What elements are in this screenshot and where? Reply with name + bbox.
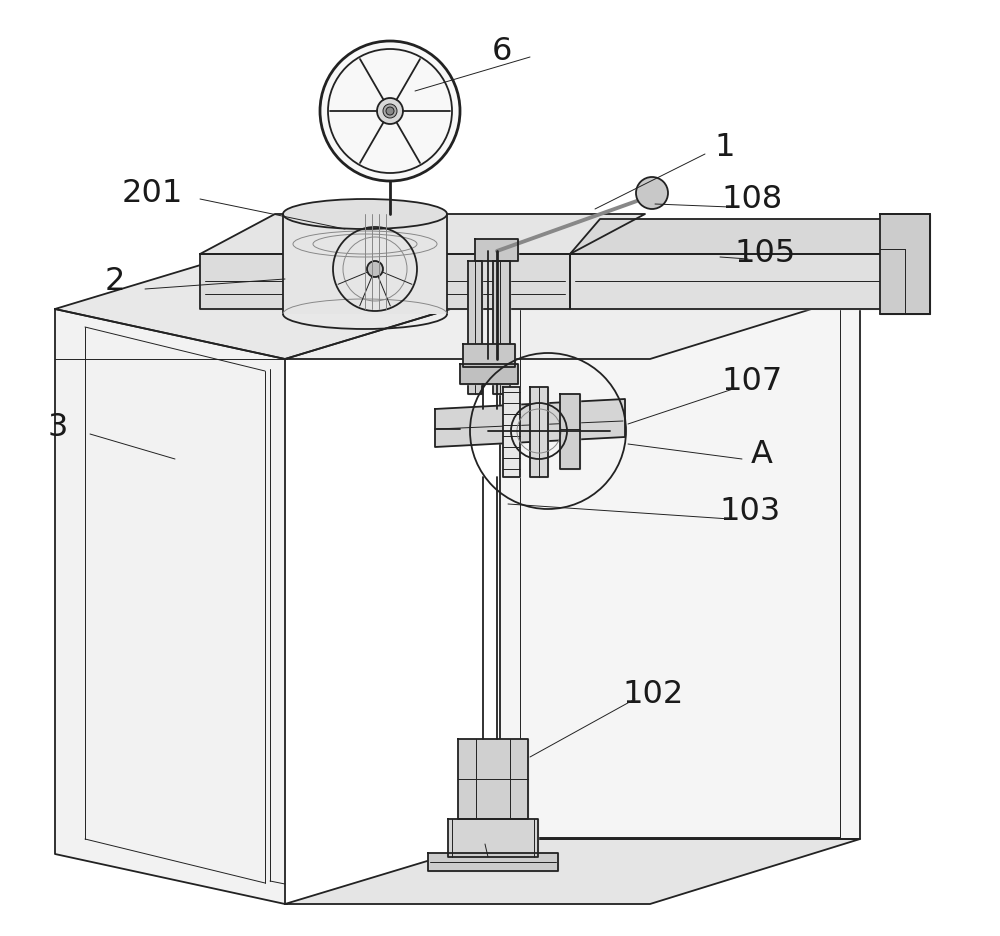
Polygon shape <box>435 400 625 447</box>
Text: 102: 102 <box>622 679 684 709</box>
Polygon shape <box>428 853 558 871</box>
Text: 103: 103 <box>719 496 781 527</box>
Polygon shape <box>880 214 930 314</box>
Circle shape <box>377 99 403 124</box>
Text: 2: 2 <box>105 266 125 298</box>
Circle shape <box>386 108 394 116</box>
Polygon shape <box>55 310 285 904</box>
Polygon shape <box>503 388 520 477</box>
Polygon shape <box>570 220 930 255</box>
Text: 1: 1 <box>715 132 735 163</box>
Circle shape <box>320 42 460 182</box>
Polygon shape <box>200 214 645 255</box>
Polygon shape <box>458 739 528 819</box>
Ellipse shape <box>283 199 447 229</box>
Circle shape <box>383 105 397 119</box>
Polygon shape <box>285 839 860 904</box>
Polygon shape <box>493 262 510 395</box>
Polygon shape <box>285 295 860 359</box>
Circle shape <box>367 262 383 278</box>
Text: A: A <box>751 439 773 470</box>
Text: 105: 105 <box>734 237 796 269</box>
Polygon shape <box>500 295 860 839</box>
Polygon shape <box>570 255 900 310</box>
Text: 108: 108 <box>721 184 783 215</box>
Polygon shape <box>463 344 515 368</box>
Text: 6: 6 <box>492 37 512 67</box>
Polygon shape <box>448 819 538 857</box>
Polygon shape <box>468 262 482 395</box>
Polygon shape <box>55 244 500 359</box>
Text: 107: 107 <box>721 366 783 397</box>
Polygon shape <box>200 255 570 310</box>
Polygon shape <box>560 395 580 470</box>
Text: 201: 201 <box>121 177 183 209</box>
Polygon shape <box>530 388 548 477</box>
Bar <box>283 214 447 314</box>
Polygon shape <box>475 240 518 262</box>
Text: 3: 3 <box>48 412 68 443</box>
Text: 101: 101 <box>457 824 519 855</box>
Circle shape <box>636 178 668 210</box>
Polygon shape <box>460 365 518 385</box>
